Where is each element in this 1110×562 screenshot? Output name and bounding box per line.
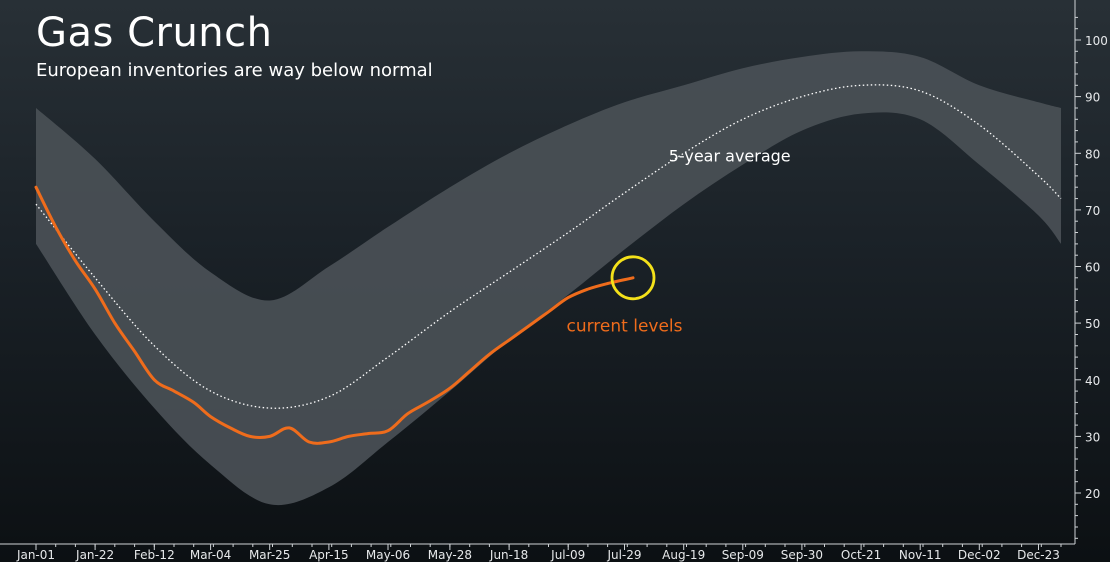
x-tick-label: Jan-22	[75, 548, 114, 562]
x-tick-label: Jun-18	[489, 548, 528, 562]
x-tick-label: Nov-11	[899, 548, 942, 562]
average-line	[35, 84, 1062, 409]
y-tick-label: 100	[1085, 34, 1108, 48]
x-tick-label: Dec-23	[1017, 548, 1060, 562]
y-tick-label: 30	[1085, 430, 1100, 444]
y-tick-label: 20	[1085, 487, 1100, 501]
y-tick-label: 90	[1085, 91, 1100, 105]
average-annotation: 5-year average	[669, 147, 791, 166]
x-tick-label: Apr-15	[309, 548, 349, 562]
x-tick-label: Dec-02	[958, 548, 1001, 562]
x-tick-label: Sep-09	[722, 548, 764, 562]
x-tick-label: Feb-12	[134, 548, 175, 562]
x-tick-label: Oct-21	[841, 548, 881, 562]
range-band	[36, 51, 1061, 506]
x-tick-label: Sep-30	[781, 548, 823, 562]
y-tick-label: 80	[1085, 147, 1100, 161]
y-tick-label: 50	[1085, 317, 1100, 331]
current-levels-line	[34, 185, 635, 445]
x-tick-label: Aug-19	[662, 548, 705, 562]
chart-title: Gas Crunch	[36, 10, 273, 56]
x-tick-label: May-06	[366, 548, 410, 562]
highlight-circle	[610, 255, 656, 301]
x-tick-label: Jan-01	[16, 548, 55, 562]
x-tick-label: Mar-25	[249, 548, 290, 562]
y-tick-label: 60	[1085, 261, 1100, 275]
x-tick-label: Mar-04	[190, 548, 231, 562]
x-tick-label: Jul-09	[550, 548, 585, 562]
y-tick-label: 40	[1085, 374, 1100, 388]
y-tick-label: 70	[1085, 204, 1100, 218]
current-annotation: current levels	[567, 317, 683, 337]
x-tick-label: May-28	[428, 548, 472, 562]
x-tick-label: Jul-29	[606, 548, 641, 562]
chart-subtitle: European inventories are way below norma…	[36, 60, 433, 81]
